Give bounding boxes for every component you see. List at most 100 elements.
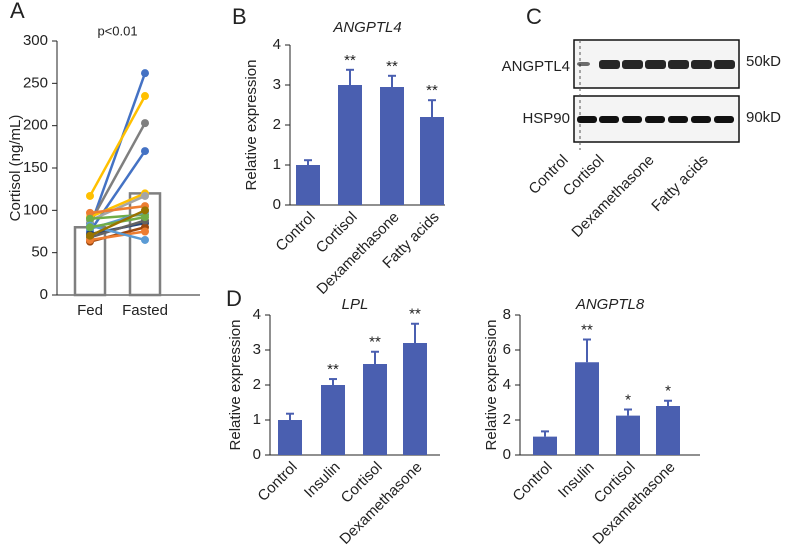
chart-title: LPL — [342, 296, 369, 313]
y-tick-label: 1 — [253, 411, 261, 428]
y-tick-label: 4 — [503, 376, 511, 393]
panel-label: D — [226, 286, 242, 311]
subject-line — [89, 230, 146, 242]
subject-line — [88, 72, 147, 228]
size-label: 50kD — [746, 53, 781, 70]
bar — [533, 436, 557, 455]
subject-point — [141, 92, 149, 101]
subject-line — [89, 204, 146, 215]
x-tick-label: Control — [509, 459, 555, 505]
subject-line — [88, 95, 147, 197]
y-tick-label: 150 — [23, 159, 48, 176]
size-label: 90kD — [746, 109, 781, 126]
y-axis-label: Relative expression — [227, 320, 244, 451]
band — [599, 116, 619, 123]
band — [668, 116, 688, 123]
lane-label: Fatty acids — [648, 152, 711, 215]
significance: * — [625, 391, 631, 408]
significance: ** — [369, 334, 381, 351]
y-tick-label: 4 — [273, 36, 281, 53]
subject-line — [88, 122, 147, 224]
y-tick-label: 2 — [253, 376, 261, 393]
subject-point — [86, 214, 94, 223]
x-tick-label: Control — [272, 209, 318, 255]
y-axis-label: Cortisol (ng/mL) — [7, 115, 24, 222]
y-tick-label: 4 — [253, 306, 261, 323]
significance: ** — [581, 321, 593, 338]
y-tick-label: 250 — [23, 74, 48, 91]
significance: ** — [426, 82, 438, 99]
subject-point — [141, 235, 149, 244]
subject-line — [89, 224, 146, 242]
y-tick-label: 3 — [273, 76, 281, 93]
subject-point — [141, 69, 149, 78]
y-tick-label: 50 — [31, 244, 48, 261]
y-axis-label: Relative expression — [483, 320, 500, 451]
subject-line — [89, 194, 146, 222]
bar — [380, 87, 404, 205]
bar — [363, 364, 387, 455]
band — [691, 60, 712, 69]
significance: ** — [386, 58, 398, 75]
subject-point — [141, 227, 149, 236]
subject-point — [141, 213, 149, 222]
chart-title: ANGPTL8 — [575, 296, 645, 313]
band — [622, 60, 643, 69]
y-tick-label: 0 — [40, 286, 48, 303]
band — [599, 60, 620, 69]
row-label: HSP90 — [522, 110, 570, 127]
y-tick-label: 0 — [273, 196, 281, 213]
significance: * — [665, 383, 671, 400]
bar — [403, 343, 427, 455]
y-tick-label: 300 — [23, 32, 48, 49]
significance: ** — [344, 52, 356, 69]
subject-point — [86, 231, 94, 240]
band — [668, 60, 689, 69]
subject-point — [86, 223, 94, 232]
band — [645, 116, 665, 123]
y-tick-label: 2 — [273, 116, 281, 133]
panel-label: B — [232, 4, 247, 29]
band — [577, 116, 597, 123]
bar — [296, 165, 320, 205]
band — [714, 60, 735, 69]
band — [714, 116, 734, 123]
y-tick-label: 0 — [253, 446, 261, 463]
y-tick-label: 0 — [503, 446, 511, 463]
band — [645, 60, 666, 69]
bar — [575, 362, 599, 455]
y-tick-label: 3 — [253, 341, 261, 358]
bar — [321, 385, 345, 455]
band — [622, 116, 642, 123]
annotation: p<0.01 — [97, 23, 137, 38]
panel-label: A — [10, 0, 25, 23]
bar — [278, 420, 302, 455]
x-tick-label: Fed — [77, 302, 103, 319]
y-tick-label: 1 — [273, 156, 281, 173]
y-tick-label: 8 — [503, 306, 511, 323]
chart-title: ANGPTL4 — [332, 19, 401, 36]
band — [577, 62, 590, 66]
bar — [338, 85, 362, 205]
row-label: ANGPTL4 — [502, 58, 570, 75]
subject-line — [89, 219, 146, 239]
significance: ** — [409, 306, 421, 323]
y-axis-label: Relative expression — [243, 60, 260, 191]
subject-point — [141, 206, 149, 215]
subject-point — [141, 191, 149, 200]
y-tick-label: 200 — [23, 117, 48, 134]
y-tick-label: 6 — [503, 341, 511, 358]
subject-point — [141, 119, 149, 128]
x-tick-label: Control — [254, 459, 300, 505]
subject-point — [86, 191, 94, 200]
subject-line — [89, 192, 146, 219]
subject-point — [86, 208, 94, 217]
bar — [420, 117, 444, 205]
significance: ** — [327, 361, 339, 378]
lane-label: Cortisol — [560, 152, 608, 200]
y-tick-label: 100 — [23, 201, 48, 218]
subject-point — [141, 147, 149, 156]
band — [691, 116, 711, 123]
western-blot: ANGPTL4 HSP90 50kD 90kD ControlCortisolD… — [502, 39, 781, 241]
